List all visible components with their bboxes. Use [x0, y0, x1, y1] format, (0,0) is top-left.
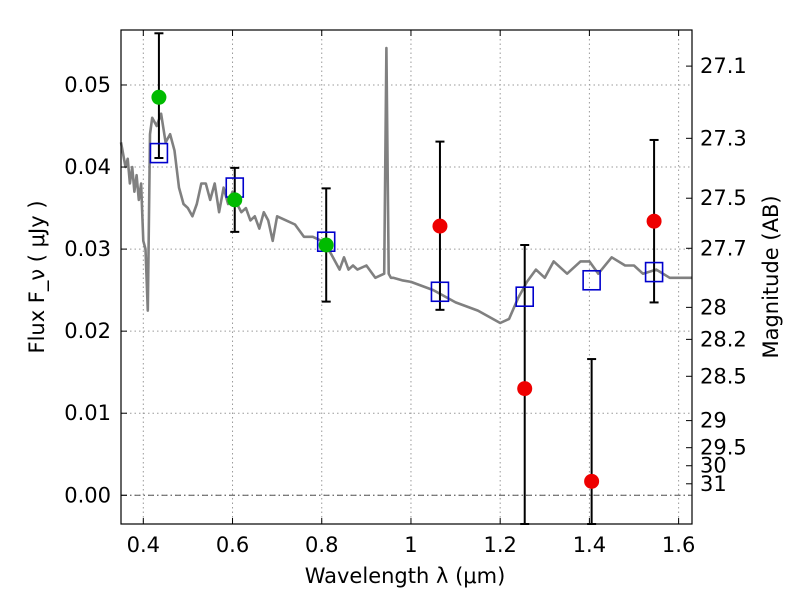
magnitude-tick-label: 28.5	[700, 364, 747, 388]
grid-lines	[121, 30, 692, 524]
model-photometry-square	[644, 261, 664, 283]
red-points-layer	[432, 213, 662, 489]
magnitude-tick-label: 27.7	[700, 236, 747, 260]
right-y-axis-label: Magnitude (AB)	[759, 195, 783, 358]
y-tick-label: 0.04	[64, 155, 111, 179]
axis-ticks	[121, 30, 692, 524]
plot-frame	[120, 29, 693, 525]
red-data-point	[432, 218, 448, 234]
magnitude-tick-label: 30	[700, 454, 727, 478]
y-tick-label: 0.05	[64, 73, 111, 97]
model-photometry-square	[515, 286, 535, 307]
green-data-point	[151, 89, 167, 105]
x-tick-label: 0.6	[216, 533, 249, 557]
model-spectrum-line	[119, 46, 692, 325]
magnitude-tick-label: 28.2	[700, 327, 747, 351]
x-tick-label: 1	[404, 533, 417, 557]
red-data-point	[517, 381, 533, 397]
x-tick-labels: 0.4 0.6 0.8 1 1.2 1.4 1.6	[127, 533, 696, 557]
red-data-point	[646, 213, 662, 229]
model-spectrum-layer	[119, 46, 692, 325]
magnitude-tick-label: 27.3	[700, 126, 747, 150]
y-tick-label: 0.02	[64, 319, 111, 343]
red-data-point	[584, 473, 600, 489]
model-photometry-square	[430, 281, 450, 303]
green-data-point	[318, 237, 334, 253]
y-tick-labels: 0.00 0.01 0.02 0.03 0.04 0.05	[64, 73, 111, 507]
x-axis-label: Wavelength λ (μm)	[305, 564, 506, 588]
magnitude-tick-label: 28	[700, 295, 727, 319]
green-data-point	[227, 192, 243, 208]
magnitude-tick-label: 27.1	[700, 54, 747, 78]
x-tick-label: 1.4	[573, 533, 606, 557]
x-tick-label: 0.4	[127, 533, 160, 557]
magnitude-tick-label: 29.5	[700, 436, 747, 460]
green-points-layer	[151, 89, 334, 253]
x-tick-label: 1.2	[483, 533, 516, 557]
magnitude-tick-label: 31	[700, 472, 727, 496]
x-tick-label: 0.8	[305, 533, 338, 557]
y-tick-label: 0.03	[64, 237, 111, 261]
model-photometry-square	[582, 269, 601, 291]
y-tick-label: 0.01	[64, 401, 111, 425]
magnitude-tick-label: 27.5	[700, 186, 747, 210]
y-axis-label: Flux F_ν ( μJy )	[25, 200, 50, 353]
x-tick-label: 1.6	[662, 533, 695, 557]
magnitude-tick-label: 29	[700, 409, 727, 433]
model-photometry-square	[149, 142, 169, 164]
y-tick-label: 0.00	[64, 483, 111, 507]
